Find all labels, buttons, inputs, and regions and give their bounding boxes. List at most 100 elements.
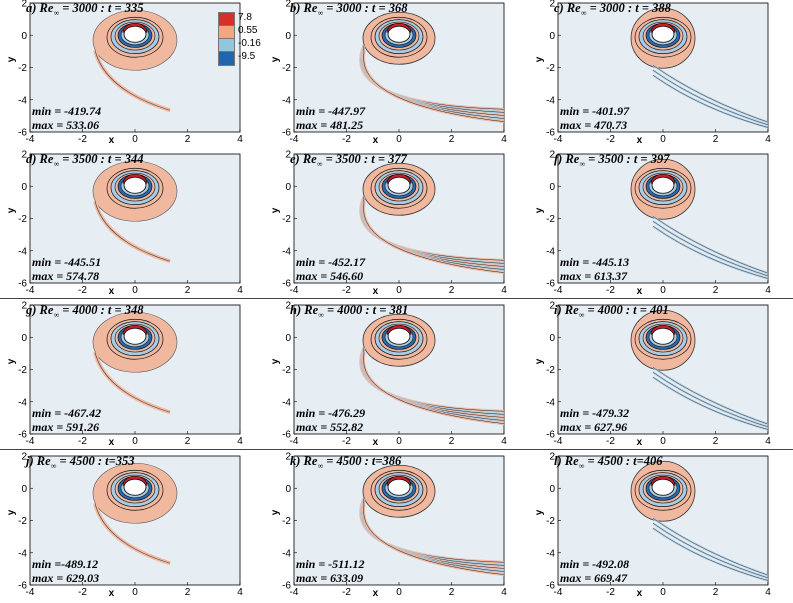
x-tick-label: -4 <box>554 436 563 447</box>
x-tick-label: 2 <box>713 285 719 296</box>
vorticity-tail <box>94 50 171 111</box>
cylinder <box>123 176 147 194</box>
max-value: max = 591.26 <box>32 420 100 434</box>
y-tick-label: -6 <box>18 581 27 592</box>
x-tick-label: -4 <box>290 587 299 598</box>
y-tick-label: -4 <box>282 246 291 257</box>
contour-plot: -4 -2 0 2 420-2-4-6xy <box>534 452 771 600</box>
y-tick-label: 0 <box>21 31 27 42</box>
row-separator <box>0 449 793 450</box>
contour-plot: -4 -2 0 2 420-2-4-6xy <box>6 0 243 146</box>
y-tick-label: -6 <box>546 128 555 139</box>
x-tick-label: 0 <box>660 285 666 296</box>
vorticity-tail <box>652 216 768 274</box>
y-axis-label: y <box>534 56 545 62</box>
y-tick-label: 0 <box>285 182 291 193</box>
x-tick-label: -4 <box>290 436 299 447</box>
vorticity-contours <box>630 309 768 431</box>
min-value: min = -419.74 <box>32 104 102 118</box>
x-tick-label: -4 <box>26 436 35 447</box>
vorticity-panel-l: -4 -2 0 2 4 2 0 -2 -4 -6 x y l) Re∞ = 4500 : t=406 mi… <box>528 452 792 603</box>
cylinder <box>123 25 147 43</box>
infinity-subscript: ∞ <box>318 310 324 320</box>
y-axis-label: y <box>6 56 17 62</box>
cylinder <box>387 25 411 43</box>
y-axis-label: y <box>6 207 17 213</box>
legend-label: 7.8 <box>238 12 252 23</box>
y-tick-label: 2 <box>21 301 27 312</box>
max-value: max = 669.47 <box>560 571 628 585</box>
x-tick-label: -4 <box>554 134 563 145</box>
x-tick-label: 2 <box>449 587 455 598</box>
y-tick-label: 0 <box>549 484 555 495</box>
reynolds-value: = 3000 <box>586 1 625 15</box>
y-tick-label: -6 <box>282 430 291 441</box>
panel-letter: g) Re <box>26 303 54 317</box>
time-separator: : t = <box>622 303 650 317</box>
x-tick-label: 0 <box>132 587 138 598</box>
x-tick-label: 4 <box>501 587 507 598</box>
y-tick-label: -4 <box>18 397 27 408</box>
vorticity-contours <box>630 7 768 129</box>
vorticity-tail <box>652 75 768 128</box>
panel-title: d) Re∞ = 3500 : t = 344 <box>26 152 144 169</box>
x-tick-label: -4 <box>290 134 299 145</box>
y-axis-label: y <box>534 207 545 213</box>
cylinder <box>123 478 147 496</box>
y-tick-label: 2 <box>549 0 555 10</box>
y-tick-label: -6 <box>18 279 27 290</box>
time-separator: : t= <box>94 454 116 468</box>
vorticity-tail <box>94 201 171 262</box>
vorticity-tail <box>363 202 504 273</box>
panel-letter: i) Re <box>554 303 579 317</box>
x-tick-label: -4 <box>554 285 563 296</box>
y-tick-label: 0 <box>21 333 27 344</box>
vorticity-contours <box>359 11 504 124</box>
x-tick-label: 2 <box>449 134 455 145</box>
min-value: min = -445.51 <box>32 255 102 269</box>
panel-title: g) Re∞ = 4000 : t = 348 <box>26 303 144 320</box>
y-tick-label: 2 <box>21 452 27 463</box>
row-separator <box>0 298 793 299</box>
x-tick-label: 2 <box>185 436 191 447</box>
time-value: 335 <box>124 1 144 15</box>
panel-title: k) Re∞ = 4500 : t=386 <box>290 454 401 471</box>
min-value: min = -401.97 <box>560 104 630 118</box>
max-value: max = 629.03 <box>32 571 100 585</box>
infinity-subscript: ∞ <box>317 8 324 18</box>
y-tick-label: -2 <box>546 365 555 376</box>
max-value: max = 627.96 <box>560 420 628 434</box>
contour-plot: -4 -2 0 2 420-2-4-6xy <box>6 452 243 600</box>
vorticity-panel-h: -4 -2 0 2 4 2 0 -2 -4 -6 x y h) Re∞ = 4000 : t = 381… <box>264 301 528 452</box>
panel-title: f) Re∞ = 3500 : t = 397 <box>554 152 669 169</box>
y-tick-label: 0 <box>21 182 27 193</box>
y-tick-label: -6 <box>546 279 555 290</box>
x-tick-label: 4 <box>237 587 243 598</box>
infinity-subscript: ∞ <box>578 310 585 320</box>
cylinder <box>387 176 411 194</box>
time-value: 368 <box>388 1 408 15</box>
x-axis-label: x <box>109 437 115 448</box>
time-value: 397 <box>650 152 670 166</box>
x-tick-label: -4 <box>26 285 35 296</box>
x-tick-label: 2 <box>449 436 455 447</box>
y-tick-label: -2 <box>18 63 27 74</box>
vorticity-tail <box>652 65 768 123</box>
x-axis-label: x <box>109 588 115 599</box>
x-tick-label: -4 <box>554 587 563 598</box>
vorticity-tail <box>652 226 768 279</box>
x-tick-label: 2 <box>185 285 191 296</box>
x-tick-label: -2 <box>342 134 351 145</box>
vorticity-panel-d: -4 -2 0 2 4 2 0 -2 -4 -6 x y d) Re∞ = 3500 : t = 344… <box>0 150 264 301</box>
vorticity-tail <box>94 503 171 564</box>
y-tick-label: 0 <box>285 333 291 344</box>
infinity-subscript: ∞ <box>580 8 587 18</box>
contour-plot: -4 -2 0 2 420-2-4-6xy <box>6 150 243 298</box>
y-tick-label: 0 <box>21 484 27 495</box>
y-tick-label: 2 <box>21 0 27 10</box>
vorticity-contours <box>92 311 178 415</box>
vorticity-contours <box>92 9 178 113</box>
y-tick-label: -2 <box>282 214 291 225</box>
panel-letter: h) Re <box>290 303 319 317</box>
